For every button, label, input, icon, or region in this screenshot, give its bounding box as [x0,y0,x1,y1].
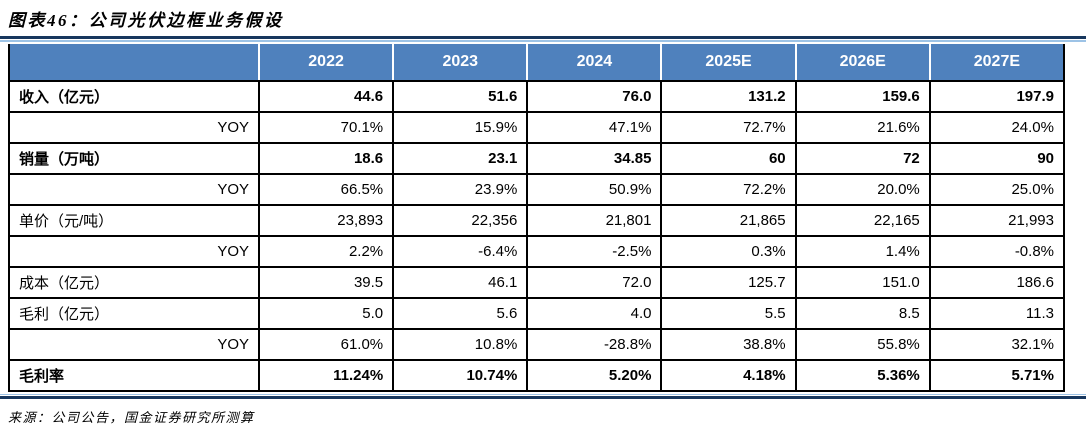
value-cell: 4.0 [526,297,663,330]
table-row: 单价（元/吨） 23,893 22,356 21,801 21,865 22,165 21,… [8,204,1066,237]
assumptions-table: 2022 2023 2024 2025E 2026E 2027E 收入（亿元） 44.6 51… [8,44,1066,392]
row-label-cell: 毛利（亿元） [8,297,260,330]
row-label-cell: YOY [8,328,260,361]
row-label-column-header [8,44,259,82]
value-cell: 4.18% [660,359,797,392]
value-cell: 151.0 [794,266,931,299]
top-rule [0,36,1086,42]
value-cell: 44.6 [257,80,395,113]
value-cell: 32.1% [928,328,1066,361]
value-cell: 11.3 [928,297,1066,330]
year-column-header: 2022 [257,44,394,82]
value-cell: 18.6 [257,142,395,175]
value-cell: 46.1 [392,266,529,299]
value-cell: 10.74% [392,359,529,392]
value-cell: 60 [660,142,797,175]
value-cell: -6.4% [392,235,529,268]
value-cell: 38.8% [660,328,797,361]
value-cell: 90 [928,142,1066,175]
value-cell: 197.9 [928,80,1066,113]
value-cell: 5.71% [928,359,1066,392]
value-cell: 23,893 [257,204,395,237]
year-column-header: 2024 [526,44,662,82]
value-cell: 21.6% [794,111,931,144]
row-label-cell: 成本（亿元） [8,266,260,299]
value-cell: 72.7% [660,111,797,144]
value-cell: 131.2 [660,80,797,113]
value-cell: 15.9% [392,111,529,144]
value-cell: 5.5 [660,297,797,330]
value-cell: 66.5% [257,173,395,206]
value-cell: 11.24% [257,359,395,392]
value-cell: 20.0% [794,173,931,206]
value-cell: 21,801 [526,204,663,237]
value-cell: 23.1 [392,142,529,175]
value-cell: 39.5 [257,266,395,299]
table-header: 2022 2023 2024 2025E 2026E 2027E [8,44,1064,82]
value-cell: 47.1% [526,111,663,144]
table-row: 毛利（亿元） 5.0 5.6 4.0 5.5 8.5 11.3 [8,297,1066,330]
value-cell: 5.20% [526,359,663,392]
value-cell: 5.36% [794,359,931,392]
value-cell: 22,356 [392,204,529,237]
table-body: 收入（亿元） 44.6 51.6 76.0 131.2 159.6 197.9 YOY 70.1… [8,80,1066,392]
value-cell: 51.6 [392,80,529,113]
value-cell: 24.0% [928,111,1066,144]
exhibit-title: 图表46：公司光伏边框业务假设 [8,11,284,30]
value-cell: 186.6 [928,266,1066,299]
year-column-header: 2027E [928,44,1064,82]
value-cell: 25.0% [928,173,1066,206]
value-cell: 21,993 [928,204,1066,237]
row-label-cell: 销量（万吨） [8,142,260,175]
table-row: 成本（亿元） 39.5 46.1 72.0 125.7 151.0 186.6 [8,266,1066,299]
value-cell: 50.9% [526,173,663,206]
value-cell: 72 [794,142,931,175]
table-row: 毛利率 11.24% 10.74% 5.20% 4.18% 5.36% 5.71% [8,359,1066,392]
header-row: 2022 2023 2024 2025E 2026E 2027E [8,44,1064,82]
table-row: 销量（万吨） 18.6 23.1 34.85 60 72 90 [8,142,1066,175]
value-cell: 70.1% [257,111,395,144]
value-cell: 22,165 [794,204,931,237]
value-cell: 125.7 [660,266,797,299]
value-cell: 8.5 [794,297,931,330]
row-label-cell: YOY [8,235,260,268]
value-cell: 5.6 [392,297,529,330]
value-cell: 23.9% [392,173,529,206]
value-cell: 0.3% [660,235,797,268]
value-cell: -28.8% [526,328,663,361]
value-cell: 2.2% [257,235,395,268]
value-cell: 55.8% [794,328,931,361]
row-label-cell: YOY [8,173,260,206]
value-cell: 5.0 [257,297,395,330]
value-cell: 76.0 [526,80,663,113]
table-row: YOY 70.1% 15.9% 47.1% 72.7% 21.6% 24.0% [8,111,1066,144]
value-cell: 10.8% [392,328,529,361]
row-label-cell: 毛利率 [8,359,260,392]
value-cell: 72.2% [660,173,797,206]
year-column-header: 2026E [794,44,930,82]
table-row: YOY 66.5% 23.9% 50.9% 72.2% 20.0% 25.0% [8,173,1066,206]
row-label-cell: YOY [8,111,260,144]
value-cell: 61.0% [257,328,395,361]
value-cell: 34.85 [526,142,663,175]
value-cell: -2.5% [526,235,663,268]
bottom-rule [0,394,1086,399]
row-label-cell: 收入（亿元） [8,80,260,113]
value-cell: 1.4% [794,235,931,268]
table-row: 收入（亿元） 44.6 51.6 76.0 131.2 159.6 197.9 [8,80,1066,113]
year-column-header: 2025E [660,44,796,82]
source-note: 来源：公司公告，国金证券研究所测算 [8,410,255,425]
row-label-cell: 单价（元/吨） [8,204,260,237]
value-cell: 21,865 [660,204,797,237]
year-column-header: 2023 [392,44,528,82]
value-cell: 72.0 [526,266,663,299]
table-row: YOY 2.2% -6.4% -2.5% 0.3% 1.4% -0.8% [8,235,1066,268]
table-row: YOY 61.0% 10.8% -28.8% 38.8% 55.8% 32.1% [8,328,1066,361]
value-cell: -0.8% [928,235,1066,268]
value-cell: 159.6 [794,80,931,113]
